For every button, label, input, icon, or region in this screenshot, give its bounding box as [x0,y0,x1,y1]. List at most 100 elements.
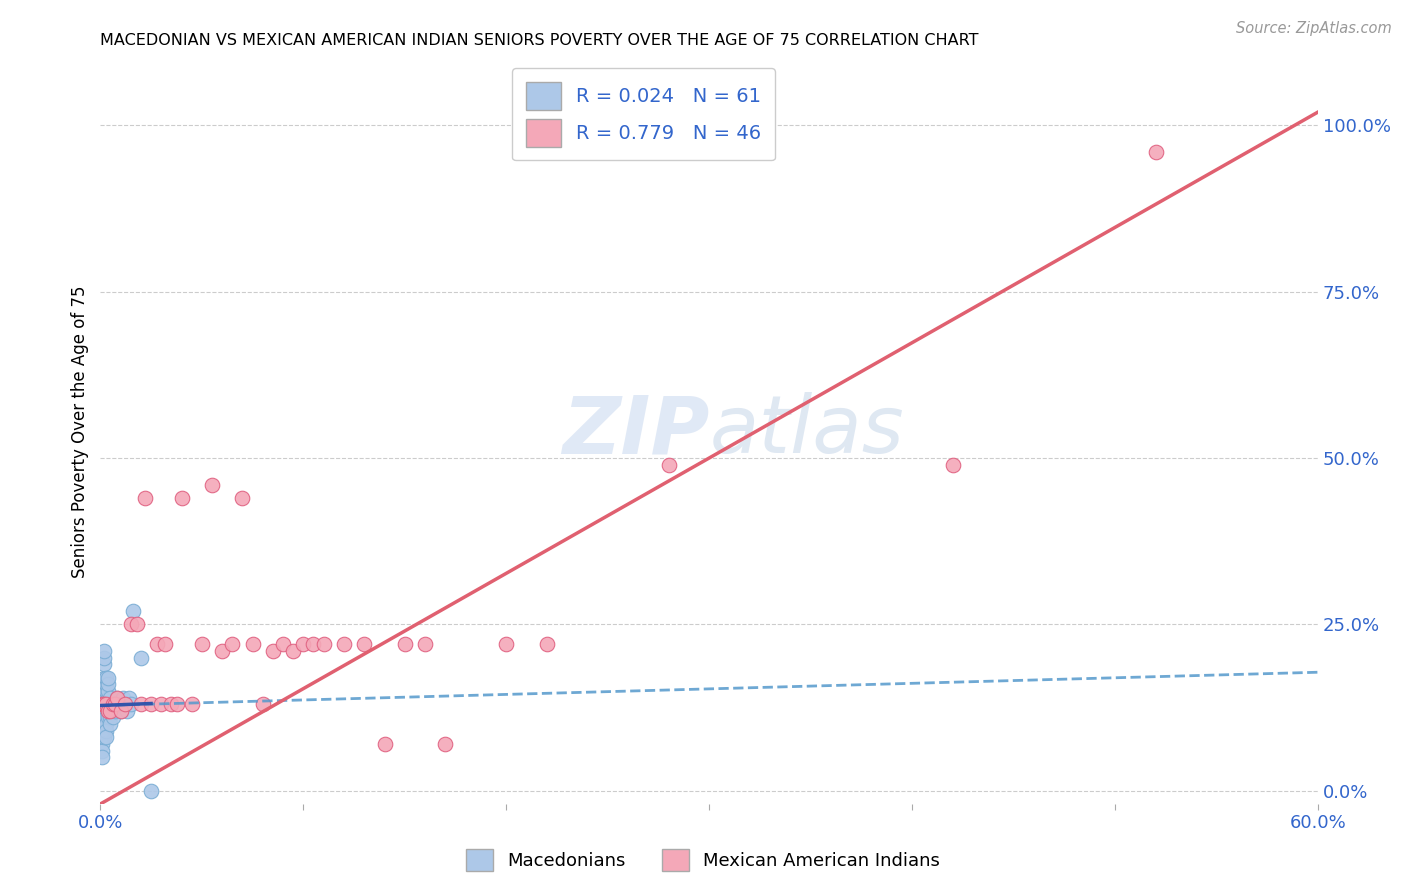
Point [111,690,134,705]
Point [93,644,115,658]
Point [91,704,114,718]
Point [96,671,118,685]
Point [146,637,169,651]
Text: MACEDONIAN VS MEXICAN AMERICAN INDIAN SENIORS POVERTY OVER THE AGE OF 75 CORRELA: MACEDONIAN VS MEXICAN AMERICAN INDIAN SE… [100,33,979,48]
Point [93,671,115,685]
Legend: Macedonians, Mexican American Indians: Macedonians, Mexican American Indians [458,842,948,879]
Point [121,604,143,618]
Point [103,704,125,718]
Point [110,704,132,718]
Point [125,617,148,632]
Point [91,697,114,711]
Point [101,710,124,724]
Point [91,690,114,705]
Point [100,697,122,711]
Point [302,637,325,651]
Point [105,690,128,705]
Point [93,697,115,711]
Point [91,731,114,745]
Point [129,697,152,711]
Point [96,684,118,698]
Point [373,737,395,751]
Point [170,491,193,505]
Point [93,717,115,731]
Point [91,750,114,764]
Point [93,650,115,665]
Point [271,637,294,651]
Point [942,458,965,472]
Point [105,690,128,705]
Point [231,491,253,505]
Point [101,697,124,711]
Point [114,697,136,711]
Text: ZIP: ZIP [562,392,709,470]
Point [252,697,274,711]
Point [120,697,142,711]
Point [191,637,214,651]
Point [103,697,125,711]
Point [312,637,335,651]
Point [96,717,118,731]
Point [394,637,416,651]
Point [96,704,118,718]
Point [129,650,152,665]
Point [100,690,122,705]
Point [292,637,315,651]
Point [100,704,122,718]
Point [134,491,156,505]
Point [97,671,120,685]
Point [101,704,124,718]
Point [93,723,115,738]
Point [101,697,124,711]
Point [110,704,132,718]
Point [100,717,122,731]
Point [97,704,120,718]
Point [93,690,115,705]
Point [120,617,142,632]
Point [96,697,118,711]
Text: Source: ZipAtlas.com: Source: ZipAtlas.com [1236,21,1392,36]
Point [93,710,115,724]
Point [150,697,173,711]
Point [96,731,118,745]
Point [413,637,436,651]
Y-axis label: Seniors Poverty Over the Age of 75: Seniors Poverty Over the Age of 75 [72,285,89,578]
Point [100,704,122,718]
Point [536,637,558,651]
Point [353,637,375,651]
Point [96,710,118,724]
Point [495,637,517,651]
Point [96,690,118,705]
Point [91,697,114,711]
Point [139,697,162,711]
Point [242,637,264,651]
Point [93,731,115,745]
Point [91,744,114,758]
Point [91,723,114,738]
Point [118,690,141,705]
Point [658,458,681,472]
Text: atlas: atlas [709,392,904,470]
Point [211,644,233,658]
Point [107,697,129,711]
Point [115,704,138,718]
Point [97,677,120,691]
Point [93,677,115,691]
Point [96,677,118,691]
Point [93,657,115,672]
Point [283,644,305,658]
Point [262,644,284,658]
Point [91,710,114,724]
Point [166,697,188,711]
Point [93,684,115,698]
Point [97,684,120,698]
Point [96,697,118,711]
Point [201,477,224,491]
Point [103,697,125,711]
Point [160,697,183,711]
Point [155,637,177,651]
Legend: R = 0.024   N = 61, R = 0.779   N = 46: R = 0.024 N = 61, R = 0.779 N = 46 [512,69,775,161]
Point [139,783,162,797]
Point [97,690,120,705]
Point [97,704,120,718]
